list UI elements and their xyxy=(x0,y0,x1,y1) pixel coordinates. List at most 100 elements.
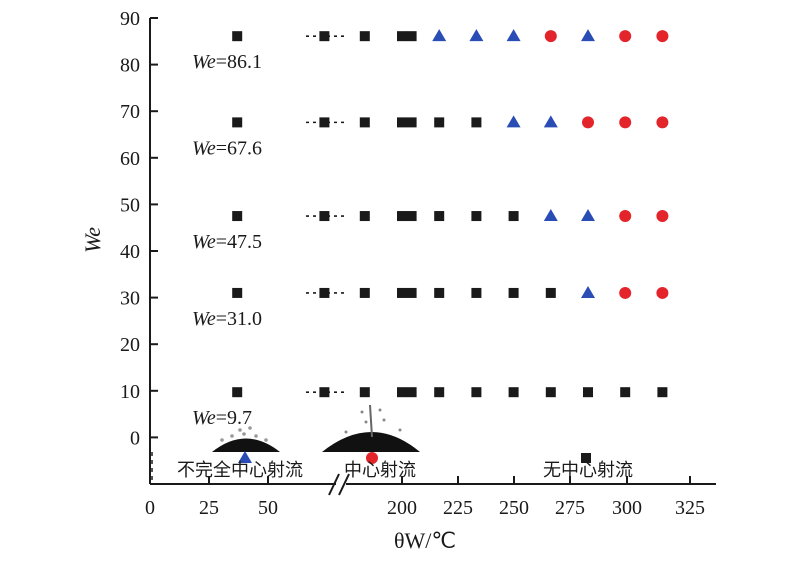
jet-spray xyxy=(398,428,402,432)
square-marker xyxy=(406,31,417,42)
we-label: We=31.0 xyxy=(192,308,262,330)
regime-label: 不完全中心射流 xyxy=(177,460,303,481)
we-labels: We=86.1 We=67.6 We=47.5 We=31.0 We=9.7 xyxy=(192,51,262,429)
square-marker xyxy=(397,211,407,222)
x-tick-label: 300 xyxy=(612,497,642,519)
y-tick-label: 90 xyxy=(120,8,140,30)
x-tick-label: 200 xyxy=(387,497,417,519)
square-marker xyxy=(583,387,593,398)
droplet-spray xyxy=(254,434,258,438)
square-marker xyxy=(508,387,519,398)
circle-marker xyxy=(619,286,632,299)
circle-marker xyxy=(619,30,632,43)
square-marker xyxy=(406,287,417,298)
droplet-spray xyxy=(220,438,224,442)
central-jet xyxy=(369,404,373,438)
square-marker xyxy=(319,117,330,128)
square-marker xyxy=(434,117,445,128)
square-marker xyxy=(232,287,243,298)
circle-marker xyxy=(366,452,378,464)
triangle-marker xyxy=(581,209,595,222)
x-tick-label: 325 xyxy=(675,497,705,519)
square-marker xyxy=(232,117,243,128)
droplet-image xyxy=(322,432,420,452)
circle-marker xyxy=(619,210,632,223)
square-marker xyxy=(406,117,417,128)
circle-marker xyxy=(619,116,632,129)
square-marker xyxy=(434,211,445,222)
circle-marker xyxy=(656,116,669,129)
regime-label: 无中心射流 xyxy=(543,460,633,481)
y-tick-label: 10 xyxy=(120,381,140,403)
regime-legend: 不完全中心射流 中心射流 无中心射流 xyxy=(151,404,633,484)
square-marker xyxy=(406,211,417,222)
square-marker xyxy=(397,287,407,298)
regime-label: 中心射流 xyxy=(344,460,416,481)
circle-marker xyxy=(656,30,669,43)
triangle-marker xyxy=(238,451,252,463)
triangle-marker xyxy=(543,115,558,128)
jet-spray xyxy=(378,408,382,412)
droplet-image xyxy=(212,438,280,452)
square-marker xyxy=(471,211,482,222)
square-marker xyxy=(508,211,519,222)
axis-break-mark xyxy=(328,473,340,496)
axes: 0 10 20 30 40 50 60 70 80 90 0 25 50 200 225 250 275 300 3… xyxy=(120,8,716,519)
square-marker xyxy=(545,287,556,298)
y-tick-label: 60 xyxy=(120,148,140,170)
x-tick-label: 275 xyxy=(555,497,585,519)
square-marker xyxy=(471,287,482,298)
y-tick-label: 50 xyxy=(120,194,140,216)
square-marker xyxy=(471,117,482,128)
square-marker xyxy=(232,31,243,42)
y-tick-label: 20 xyxy=(120,334,140,356)
square-marker xyxy=(397,31,407,42)
square-marker xyxy=(319,287,330,298)
y-axis-title: We xyxy=(80,227,105,253)
square-marker xyxy=(359,211,370,222)
x-tick-label: 0 xyxy=(145,497,155,519)
we-label: We=67.6 xyxy=(192,137,262,159)
circle-marker xyxy=(656,286,669,299)
data-points xyxy=(232,29,669,398)
jet-spray xyxy=(382,418,386,422)
square-marker xyxy=(359,287,370,298)
circle-marker xyxy=(544,30,557,43)
triangle-marker xyxy=(506,115,521,128)
droplet-spray xyxy=(264,438,268,442)
we-label: We=47.5 xyxy=(192,231,262,253)
x-tick-label: 25 xyxy=(199,497,219,519)
x-tick-label: 250 xyxy=(499,497,529,519)
y-tick-label: 40 xyxy=(120,241,140,263)
y-tick-label: 80 xyxy=(120,55,140,77)
square-marker xyxy=(359,31,370,42)
triangle-marker xyxy=(581,29,595,42)
square-marker xyxy=(359,387,370,398)
droplet-spray xyxy=(242,432,246,436)
square-marker xyxy=(359,117,370,128)
square-marker xyxy=(434,387,445,398)
triangle-marker xyxy=(506,29,521,42)
square-marker xyxy=(581,453,591,463)
y-tick-label: 70 xyxy=(120,101,140,123)
square-marker xyxy=(232,387,243,398)
droplet-spray xyxy=(230,434,234,438)
square-marker xyxy=(657,387,668,398)
triangle-marker xyxy=(469,29,484,42)
axis-break-mark xyxy=(338,473,350,496)
y-tick-label: 30 xyxy=(120,288,140,310)
circle-marker xyxy=(656,210,669,223)
triangle-marker xyxy=(581,285,595,298)
triangle-marker xyxy=(543,209,558,222)
square-marker xyxy=(319,387,330,398)
x-tick-label: 225 xyxy=(443,497,473,519)
square-marker xyxy=(397,117,407,128)
droplet-spray xyxy=(238,428,242,432)
square-marker xyxy=(508,287,519,298)
square-marker xyxy=(319,211,330,222)
jet-spray xyxy=(344,430,348,434)
we-label: We=9.7 xyxy=(192,407,252,429)
square-marker xyxy=(545,387,556,398)
square-marker xyxy=(434,287,445,298)
